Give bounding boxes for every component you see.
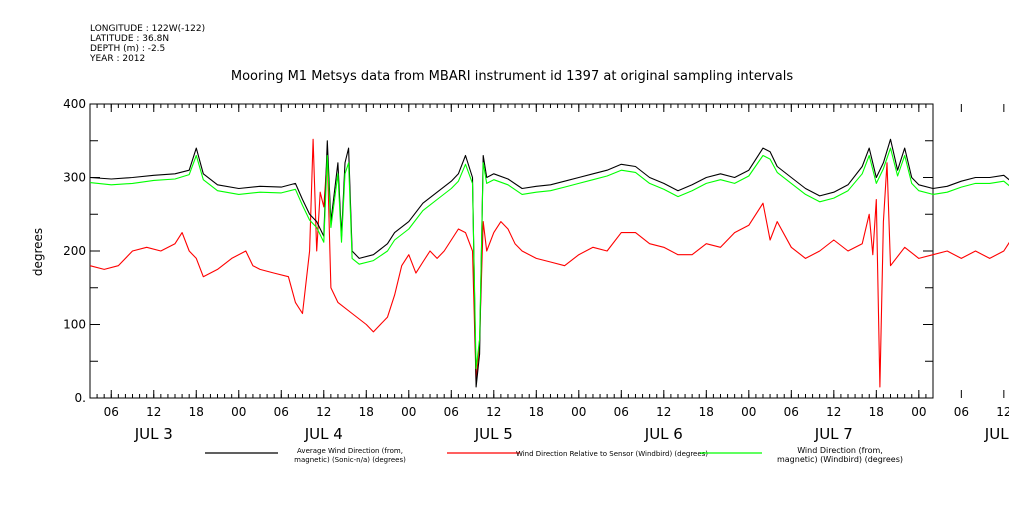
x-day-label: JUL 5 [474,425,513,443]
x-day-label: JUL 3 [134,425,173,443]
x-tick-label: 18 [359,405,374,419]
chart-title: Mooring M1 Metsys data from MBARI instru… [231,69,793,84]
y-tick-label: 200 [63,244,86,258]
x-tick-label: 06 [614,405,629,419]
legend: Average Wind Direction (from,magnetic) (… [205,446,903,464]
metadata-block: LONGITUDE : 122W(-122) LATITUDE : 36.8N … [89,24,205,64]
x-tick-label: 06 [274,405,289,419]
x-tick-label: 12 [486,405,501,419]
series-layer [89,138,1009,388]
x-tick-label: 18 [529,405,544,419]
axis-layer: 06 12 18 00 06 12 18 00 06 12 18 00 06 12 18 00 06 12 18 00… [63,97,1009,443]
meta-line: YEAR : 2012 [89,54,145,64]
x-tick-label: 18 [869,405,884,419]
x-tick-label: 06 [104,405,119,419]
x-tick-label: 12 [656,405,671,419]
x-tick-label: 12 [826,405,841,419]
x-tick-label: 12 [996,405,1009,419]
legend-label: magnetic) (Sonic-n/a) (degrees) [294,456,406,464]
x-tick-label: 06 [954,405,969,419]
legend-label: Wind Direction Relative to Sensor (Windb… [516,450,708,458]
x-tick-label: 18 [699,405,714,419]
plot-frame [89,103,934,399]
x-tick-label: 00 [231,405,246,419]
x-tick-label: 00 [741,405,756,419]
meta-line: DEPTH (m) : -2.5 [90,44,165,54]
x-day-label: JUL 4 [304,425,343,443]
meta-line: LONGITUDE : 122W(-122) [90,24,205,34]
x-tick-label: 00 [401,405,416,419]
y-tick-label: 300 [63,171,86,185]
y-axis-label: degrees [31,228,45,276]
legend-label: Wind Direction (from, [797,446,883,455]
x-tick-label: 12 [316,405,331,419]
y-tick-label: 100 [63,318,86,332]
series-line-1 [89,138,1009,388]
meta-line: LATITUDE : 36.8N [90,34,169,44]
series-line-2 [89,147,1009,370]
y-tick-label: 400 [63,97,86,111]
x-tick-label: 06 [784,405,799,419]
x-tick-label: 12 [146,405,161,419]
x-tick-label: 00 [571,405,586,419]
x-tick-label: 18 [189,405,204,419]
x-tick-label: 00 [911,405,926,419]
x-tick-label: 06 [444,405,459,419]
legend-label: Average Wind Direction (from, [297,447,403,455]
x-day-label: JUL 8 [984,425,1009,443]
x-day-label: JUL 6 [644,425,683,443]
y-tick-label: 0. [75,391,86,405]
legend-label: magnetic) (Windbird) (degrees) [777,455,903,464]
x-day-label: JUL 7 [814,425,853,443]
